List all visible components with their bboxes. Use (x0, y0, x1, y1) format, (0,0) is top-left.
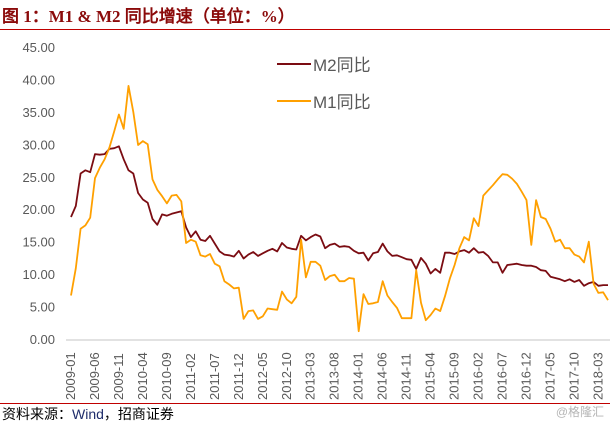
x-tick-label: 2011-02 (183, 353, 198, 400)
legend-label-m2: M2同比 (313, 56, 371, 75)
legend-label-m1: M1同比 (313, 93, 371, 112)
y-tick-label: 30.00 (22, 137, 55, 152)
source-prefix: 资料来源： (2, 406, 72, 422)
y-tick-label: 15.00 (22, 235, 55, 250)
x-tick-label: 2014-01 (351, 352, 366, 400)
series-lines (70, 85, 609, 333)
x-tick-label: 2012-05 (255, 352, 270, 400)
x-tick-label: 2015-09 (447, 352, 462, 400)
series-line-m1 (70, 85, 609, 333)
x-tick-label: 2009-06 (87, 352, 102, 400)
series-line-m2 (70, 145, 608, 287)
x-tick-label: 2011-12 (231, 353, 246, 400)
y-tick-label: 35.00 (22, 105, 55, 120)
source-wind: Wind (72, 406, 104, 422)
watermark: @格隆汇 (555, 405, 604, 419)
y-tick-label: 10.00 (22, 267, 55, 282)
y-tick-label: 20.00 (22, 202, 55, 217)
x-tick-label: 2011-07 (207, 353, 222, 400)
y-tick-label: 40.00 (22, 72, 55, 87)
x-tick-label: 2015-04 (423, 352, 438, 400)
source-rest: ，招商证券 (103, 406, 174, 422)
legend: M2同比 M1同比 (277, 56, 371, 112)
x-tick-label: 2017-10 (566, 352, 581, 400)
source-note: 资料来源：Wind，招商证券 (2, 404, 174, 424)
x-tick-label: 2013-08 (327, 352, 342, 400)
x-tick-label: 2010-04 (135, 352, 150, 400)
chart-title: 图 1：M1 & M2 同比增速（单位：%） (2, 7, 295, 26)
x-axis: 2009-01 2009-06 2009-11 2010-04 2010-09 2011-… (63, 339, 610, 400)
x-tick-label: 2010-09 (159, 352, 174, 400)
x-tick-label: 2014-06 (375, 352, 390, 400)
x-tick-label: 2016-12 (518, 352, 533, 400)
y-tick-label: 25.00 (22, 170, 55, 185)
y-tick-label: 45.00 (22, 40, 55, 55)
x-tick-label: 2009-01 (63, 352, 78, 400)
x-tick-label: 2013-03 (303, 352, 318, 400)
bottom-divider (0, 403, 610, 404)
x-tick-label: 2016-02 (471, 352, 486, 400)
x-tick-label: 2009-11 (111, 353, 126, 400)
x-tick-label: 2012-10 (279, 352, 294, 400)
y-axis: 0.00 5.00 10.00 15.00 20.00 25.00 30.00 35.00 40… (22, 40, 55, 347)
top-divider (0, 29, 610, 30)
y-tick-label: 5.00 (30, 300, 55, 315)
x-tick-label: 2017-05 (542, 352, 557, 400)
y-tick-label: 0.00 (30, 332, 55, 347)
x-tick-label: 2016-07 (495, 352, 510, 400)
x-tick-label: 2018-03 (590, 352, 605, 400)
x-tick-label: 2014-11 (399, 353, 414, 400)
